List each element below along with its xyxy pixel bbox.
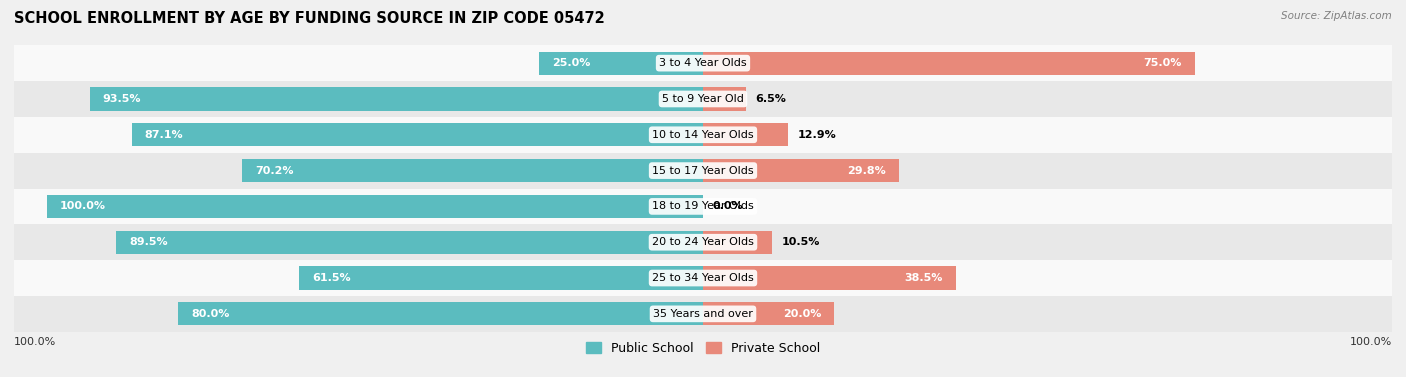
Bar — [14, 117, 1392, 153]
Text: 15 to 17 Year Olds: 15 to 17 Year Olds — [652, 166, 754, 176]
Bar — [14, 153, 1392, 188]
Bar — [14, 45, 1392, 81]
Text: SCHOOL ENROLLMENT BY AGE BY FUNDING SOURCE IN ZIP CODE 05472: SCHOOL ENROLLMENT BY AGE BY FUNDING SOUR… — [14, 11, 605, 26]
Text: 10 to 14 Year Olds: 10 to 14 Year Olds — [652, 130, 754, 140]
Bar — [14, 260, 1392, 296]
Bar — [538, 52, 703, 75]
Text: 6.5%: 6.5% — [755, 94, 786, 104]
Bar — [14, 224, 1392, 260]
Text: 12.9%: 12.9% — [797, 130, 837, 140]
Bar — [46, 195, 703, 218]
Bar — [299, 267, 703, 290]
Bar — [115, 231, 703, 254]
Bar — [703, 231, 772, 254]
Bar — [703, 87, 745, 110]
Text: 10.5%: 10.5% — [782, 237, 820, 247]
Legend: Public School, Private School: Public School, Private School — [581, 337, 825, 360]
Text: 75.0%: 75.0% — [1143, 58, 1182, 68]
Text: 61.5%: 61.5% — [312, 273, 352, 283]
Bar — [90, 87, 703, 110]
Text: 29.8%: 29.8% — [846, 166, 886, 176]
Text: 100.0%: 100.0% — [1350, 337, 1392, 347]
Bar — [242, 159, 703, 182]
Text: 87.1%: 87.1% — [145, 130, 183, 140]
Bar — [703, 52, 1195, 75]
Text: 25 to 34 Year Olds: 25 to 34 Year Olds — [652, 273, 754, 283]
Text: 20.0%: 20.0% — [783, 309, 821, 319]
Text: 93.5%: 93.5% — [103, 94, 141, 104]
Bar — [14, 296, 1392, 332]
Text: 0.0%: 0.0% — [713, 201, 744, 211]
Text: 100.0%: 100.0% — [60, 201, 105, 211]
Text: 70.2%: 70.2% — [256, 166, 294, 176]
Text: 89.5%: 89.5% — [129, 237, 167, 247]
Text: 35 Years and over: 35 Years and over — [652, 309, 754, 319]
Bar — [132, 123, 703, 146]
Text: 5 to 9 Year Old: 5 to 9 Year Old — [662, 94, 744, 104]
Text: 38.5%: 38.5% — [904, 273, 942, 283]
Text: 18 to 19 Year Olds: 18 to 19 Year Olds — [652, 201, 754, 211]
Text: 80.0%: 80.0% — [191, 309, 229, 319]
Bar — [179, 302, 703, 325]
Bar — [703, 123, 787, 146]
Text: 100.0%: 100.0% — [14, 337, 56, 347]
Bar — [703, 267, 956, 290]
Bar — [703, 302, 834, 325]
Bar — [703, 159, 898, 182]
Text: 25.0%: 25.0% — [553, 58, 591, 68]
Bar — [14, 188, 1392, 224]
Text: 20 to 24 Year Olds: 20 to 24 Year Olds — [652, 237, 754, 247]
Bar — [14, 81, 1392, 117]
Text: Source: ZipAtlas.com: Source: ZipAtlas.com — [1281, 11, 1392, 21]
Text: 3 to 4 Year Olds: 3 to 4 Year Olds — [659, 58, 747, 68]
